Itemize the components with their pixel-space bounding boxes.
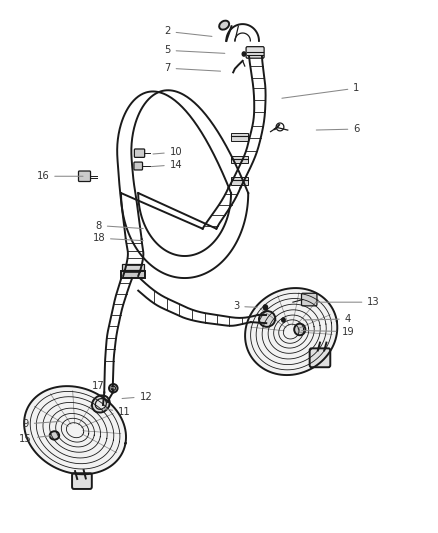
Circle shape [282,318,285,322]
Text: 8: 8 [95,221,143,231]
Text: 13: 13 [316,297,380,307]
Text: 11: 11 [103,407,131,417]
Circle shape [242,52,246,56]
Text: 6: 6 [316,124,360,134]
Text: 1: 1 [282,83,360,98]
Bar [231,133,248,141]
FancyBboxPatch shape [134,149,145,157]
Text: 17: 17 [92,381,115,391]
Ellipse shape [109,384,117,392]
FancyBboxPatch shape [301,293,317,306]
FancyBboxPatch shape [134,162,142,170]
Text: 4: 4 [304,314,351,324]
Circle shape [263,305,268,310]
FancyBboxPatch shape [246,47,264,58]
Ellipse shape [294,324,305,335]
FancyBboxPatch shape [72,473,92,489]
Text: 7: 7 [164,63,220,73]
Bar [122,264,144,270]
Bar [121,271,145,278]
Text: 10: 10 [153,147,182,157]
Ellipse shape [111,386,116,390]
Ellipse shape [92,395,110,413]
Text: 12: 12 [122,392,152,402]
Ellipse shape [219,21,229,30]
Text: 18: 18 [92,233,143,243]
Ellipse shape [49,431,59,440]
FancyBboxPatch shape [78,171,91,182]
Text: 3: 3 [233,301,257,311]
Text: 9: 9 [22,419,60,429]
Text: 14: 14 [151,160,182,169]
Text: 5: 5 [164,45,225,55]
Bar [231,177,248,184]
Text: 2: 2 [164,27,212,36]
Bar [231,156,248,163]
Text: 19: 19 [302,327,354,336]
Polygon shape [245,288,337,375]
FancyBboxPatch shape [310,349,330,367]
Ellipse shape [95,399,106,409]
Ellipse shape [259,311,275,327]
Polygon shape [24,386,126,474]
Text: 16: 16 [36,171,83,181]
Text: 15: 15 [19,433,51,443]
